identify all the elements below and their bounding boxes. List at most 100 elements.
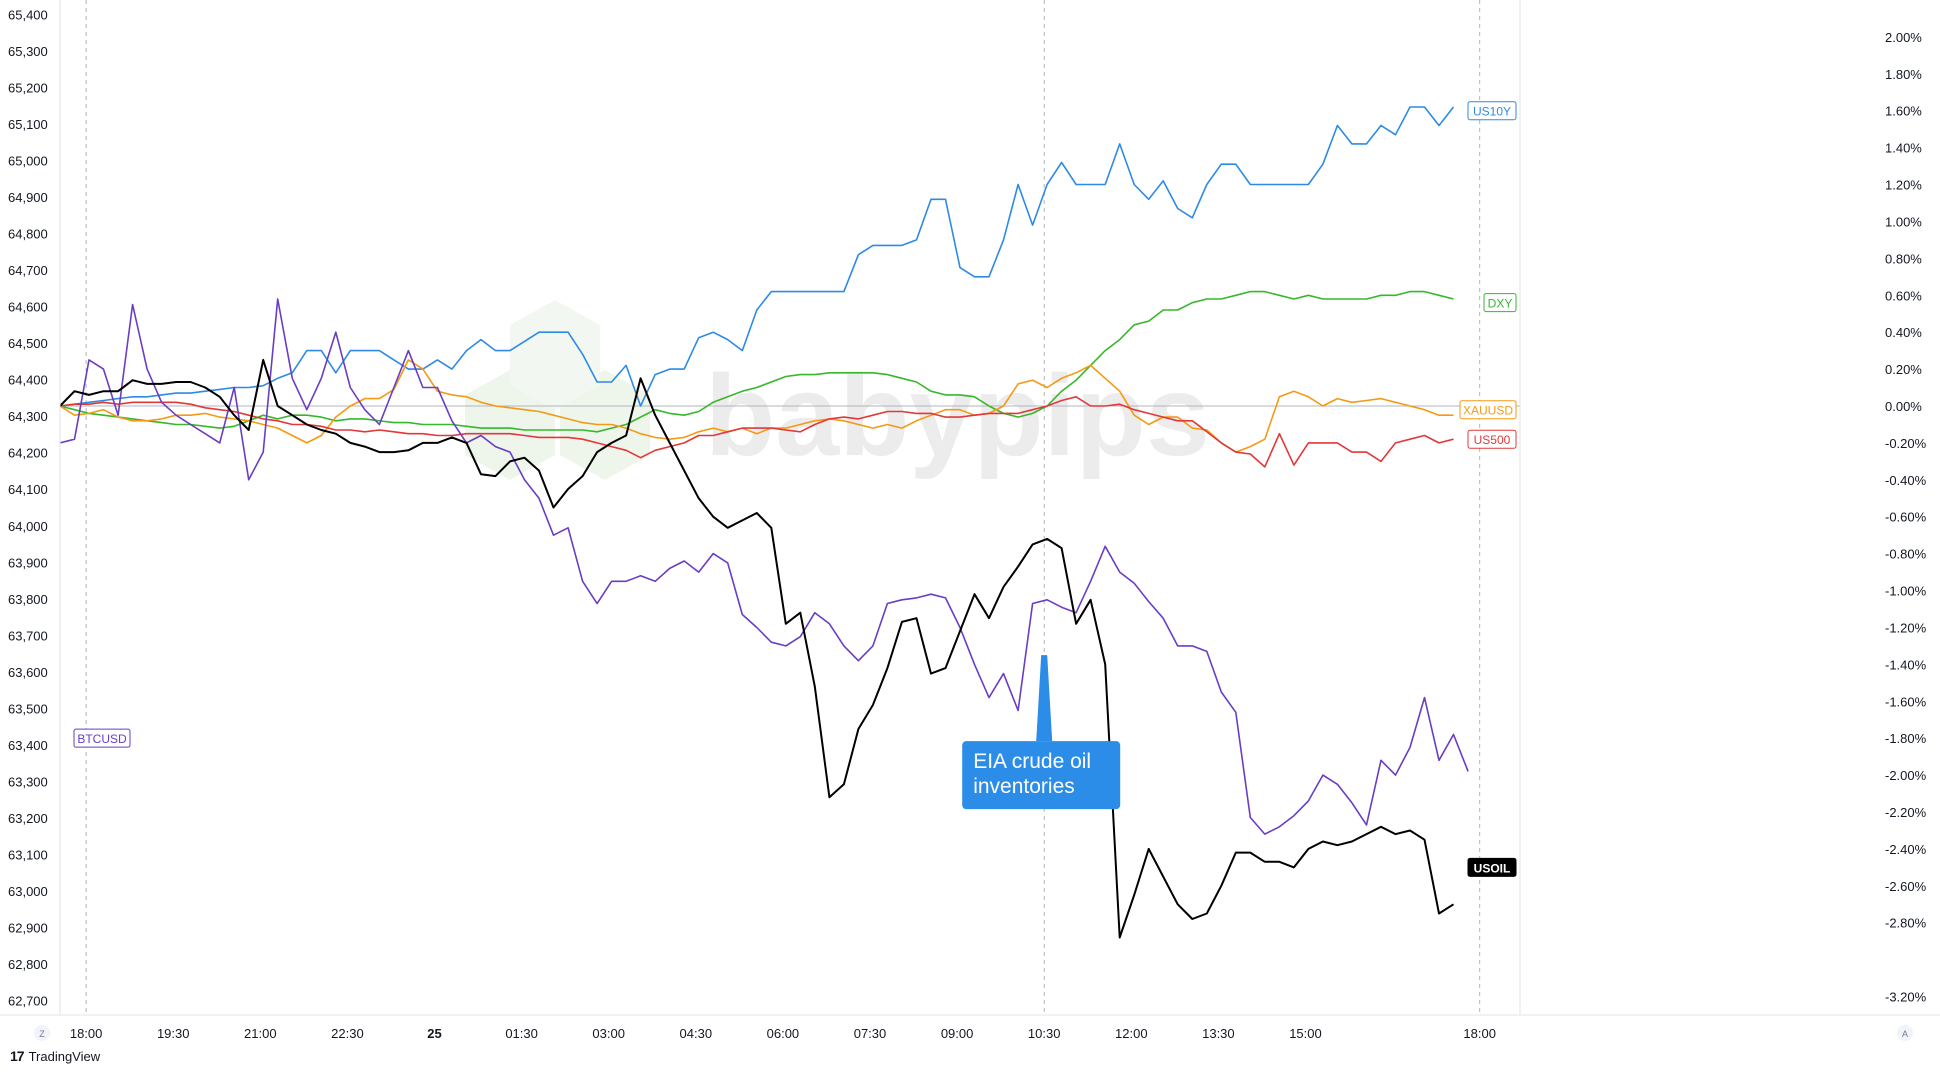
x-axis-tick-label: 10:30 [1028,1026,1061,1041]
right-axis-tick-label: 1.80% [1885,67,1922,82]
x-axis-tick-label: 19:30 [157,1026,190,1041]
x-axis-tick-label: 18:00 [1463,1026,1496,1041]
watermark-hex-icon [510,300,600,410]
series-tag-label-btcusd: BTCUSD [77,732,127,746]
series-tag-usoil [1467,857,1517,877]
right-axis-tick-label: -1.80% [1885,731,1927,746]
series-line-btcusd [59,298,1469,835]
x-axis-tick-label: 01:30 [505,1026,538,1041]
left-axis-tick-label: 62,900 [8,920,48,935]
left-axis-tick-label: 64,600 [8,300,48,315]
right-axis-tick-label: -0.20% [1885,436,1927,451]
left-axis-tick-label: 63,900 [8,555,48,570]
series-line-us10y [59,106,1455,407]
right-axis-tick-label: 0.20% [1885,362,1922,377]
right-axis-tick-label: 0.00% [1885,399,1922,414]
left-axis-tick-label: 65,300 [8,44,48,59]
left-axis-tick-label: 63,600 [8,665,48,680]
x-axis-tick-label: 18:00 [70,1026,103,1041]
series-tag-label-us10y: US10Y [1473,105,1511,119]
left-axis-tick-label: 65,100 [8,117,48,132]
footer-brand[interactable]: 17 TradingView [10,1048,100,1064]
tradingview-logo-icon: 17 [10,1048,25,1064]
right-axis-tick-label: -1.00% [1885,584,1927,599]
left-axis-tick-label: 63,400 [8,738,48,753]
right-axis-tick-label: -2.60% [1885,879,1927,894]
a-corner-label: A [1902,1029,1908,1039]
x-axis-tick-label: 09:00 [941,1026,974,1041]
footer-brand-label: TradingView [28,1048,101,1064]
right-axis-tick-label: 1.40% [1885,141,1922,156]
z-corner-icon [34,1025,50,1041]
right-axis-tick-label: -2.40% [1885,842,1927,857]
annotation-box [962,741,1121,810]
right-axis-tick-label: 1.20% [1885,178,1922,193]
right-axis-tick-label: 0.40% [1885,325,1922,340]
left-axis-tick-label: 64,400 [8,373,48,388]
x-axis-tick-label: 15:00 [1289,1026,1322,1041]
series-tag-dxy [1483,293,1517,313]
right-axis-tick-label: -1.40% [1885,657,1927,672]
left-axis-tick-label: 64,800 [8,227,48,242]
watermark-text: babypips [705,352,1210,480]
left-axis-tick-label: 65,400 [8,8,48,23]
left-axis-tick-label: 64,300 [8,409,48,424]
left-axis-tick-label: 62,800 [8,957,48,972]
right-axis-tick-label: -0.60% [1885,510,1927,525]
left-axis-tick-label: 63,800 [8,592,48,607]
series-tag-label-us500: US500 [1474,433,1511,447]
right-axis-tick-label: -0.40% [1885,473,1927,488]
right-axis-tick-label: -3.20% [1885,990,1927,1005]
x-axis-tick-label: 07:30 [854,1026,887,1041]
left-axis-tick-label: 64,200 [8,446,48,461]
series-tag-label-xauusd: XAUUSD [1463,404,1513,418]
right-axis-tick-label: -1.20% [1885,620,1927,635]
series-tag-btcusd [73,728,131,748]
left-axis-tick-label: 64,500 [8,336,48,351]
x-axis-tick-label: 12:00 [1115,1026,1148,1041]
right-axis-tick-label: -2.20% [1885,805,1927,820]
left-axis-tick-label: 63,500 [8,701,48,716]
right-axis-tick-label: 0.60% [1885,288,1922,303]
right-axis-tick-label: 0.80% [1885,251,1922,266]
right-axis-tick-label: 2.00% [1885,30,1922,45]
left-axis-tick-label: 63,200 [8,811,48,826]
left-axis-tick-label: 63,700 [8,628,48,643]
series-line-usoil [59,358,1455,939]
annotation-pointer [1036,655,1053,742]
left-axis-tick-label: 65,000 [8,154,48,169]
left-axis-tick-label: 63,100 [8,847,48,862]
a-corner-icon [1897,1025,1913,1041]
x-axis-tick-label: 06:00 [767,1026,800,1041]
x-axis-tick-label: 04:30 [680,1026,713,1041]
left-axis-tick-label: 63,300 [8,774,48,789]
left-axis-tick-label: 64,900 [8,190,48,205]
series-line-us500 [59,395,1454,468]
left-axis-tick-label: 65,200 [8,81,48,96]
right-axis-tick-label: 1.00% [1885,214,1922,229]
series-tag-xauusd [1459,400,1517,420]
x-axis-tick-label: 21:00 [244,1026,277,1041]
x-axis-tick-label: 25 [427,1026,441,1041]
z-corner-label: Z [39,1029,45,1039]
annotation-text: inventories [973,775,1075,798]
right-axis-tick-label: -2.80% [1885,916,1927,931]
left-axis-tick-label: 64,700 [8,263,48,278]
x-axis-tick-label: 03:00 [592,1026,625,1041]
left-axis-tick-label: 62,700 [8,993,48,1008]
series-tag-us500 [1467,429,1517,449]
series-tag-label-dxy: DXY [1488,297,1513,311]
series-tag-us10y [1467,101,1517,121]
right-axis-tick-label: 1.60% [1885,104,1922,119]
right-axis-tick-label: -2.00% [1885,768,1927,783]
left-axis-tick-label: 64,000 [8,519,48,534]
x-axis-tick-label: 13:30 [1202,1026,1235,1041]
right-axis-tick-label: -0.80% [1885,547,1927,562]
annotation-text: EIA crude oil [973,750,1091,773]
right-axis-tick-label: -1.60% [1885,694,1927,709]
series-tag-label-usoil: USOIL [1474,861,1511,875]
left-axis-tick-label: 63,000 [8,884,48,899]
left-axis-tick-label: 64,100 [8,482,48,497]
